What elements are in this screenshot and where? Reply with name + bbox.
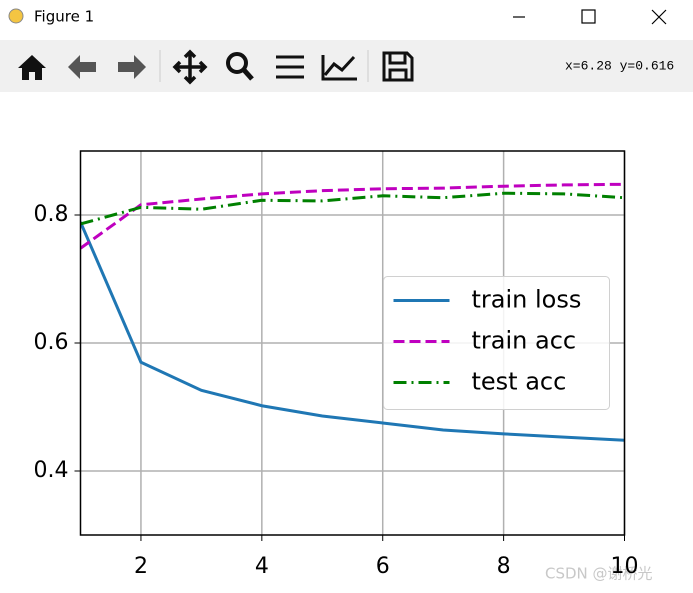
legend-box: [383, 276, 610, 410]
data-line: [80, 221, 625, 442]
x-tick-label: 8: [497, 554, 511, 579]
y-tick-label: 0.8: [34, 202, 69, 227]
data-line: [80, 182, 625, 250]
window-title: Figure 1: [34, 8, 94, 26]
close-button[interactable]: [651, 9, 667, 25]
home-button[interactable]: [18, 55, 46, 80]
lines: [80, 182, 625, 442]
legend-label: train acc: [472, 327, 577, 355]
axes-frame: [79, 150, 626, 536]
toolbar-buttons: x=6.28 y=0.616: [18, 49, 674, 85]
zoom-button[interactable]: [226, 52, 254, 81]
legend: train loss train acc test acc: [383, 276, 610, 410]
y-tick-label: 0.6: [34, 330, 69, 355]
save-button[interactable]: [382, 51, 414, 82]
back-button[interactable]: [68, 55, 96, 79]
x-tick-label: 4: [255, 554, 269, 579]
legend-label: train loss: [472, 286, 582, 314]
app-icon: [8, 8, 24, 24]
title-bar: Figure 1: [8, 8, 667, 26]
edit-axis-button[interactable]: [321, 55, 357, 81]
data-line: [80, 191, 625, 226]
cursor-coordinates: x=6.28 y=0.616: [565, 58, 674, 73]
configure-button[interactable]: [276, 55, 304, 79]
x-tick-label: 2: [134, 554, 148, 579]
forward-button[interactable]: [118, 55, 146, 79]
y-tick-label: 0.4: [34, 458, 69, 483]
pan-button[interactable]: [172, 49, 208, 85]
watermark: CSDN @谢桥光: [545, 565, 653, 583]
x-tick-label: 6: [376, 554, 390, 579]
maximize-button[interactable]: [581, 9, 596, 24]
x-tick-label: 10: [611, 554, 639, 579]
plot: 2 4 6 8 10 0.4 0.6 0.8 train loss train acc test a…: [34, 150, 639, 579]
legend-label: test acc: [472, 368, 567, 396]
